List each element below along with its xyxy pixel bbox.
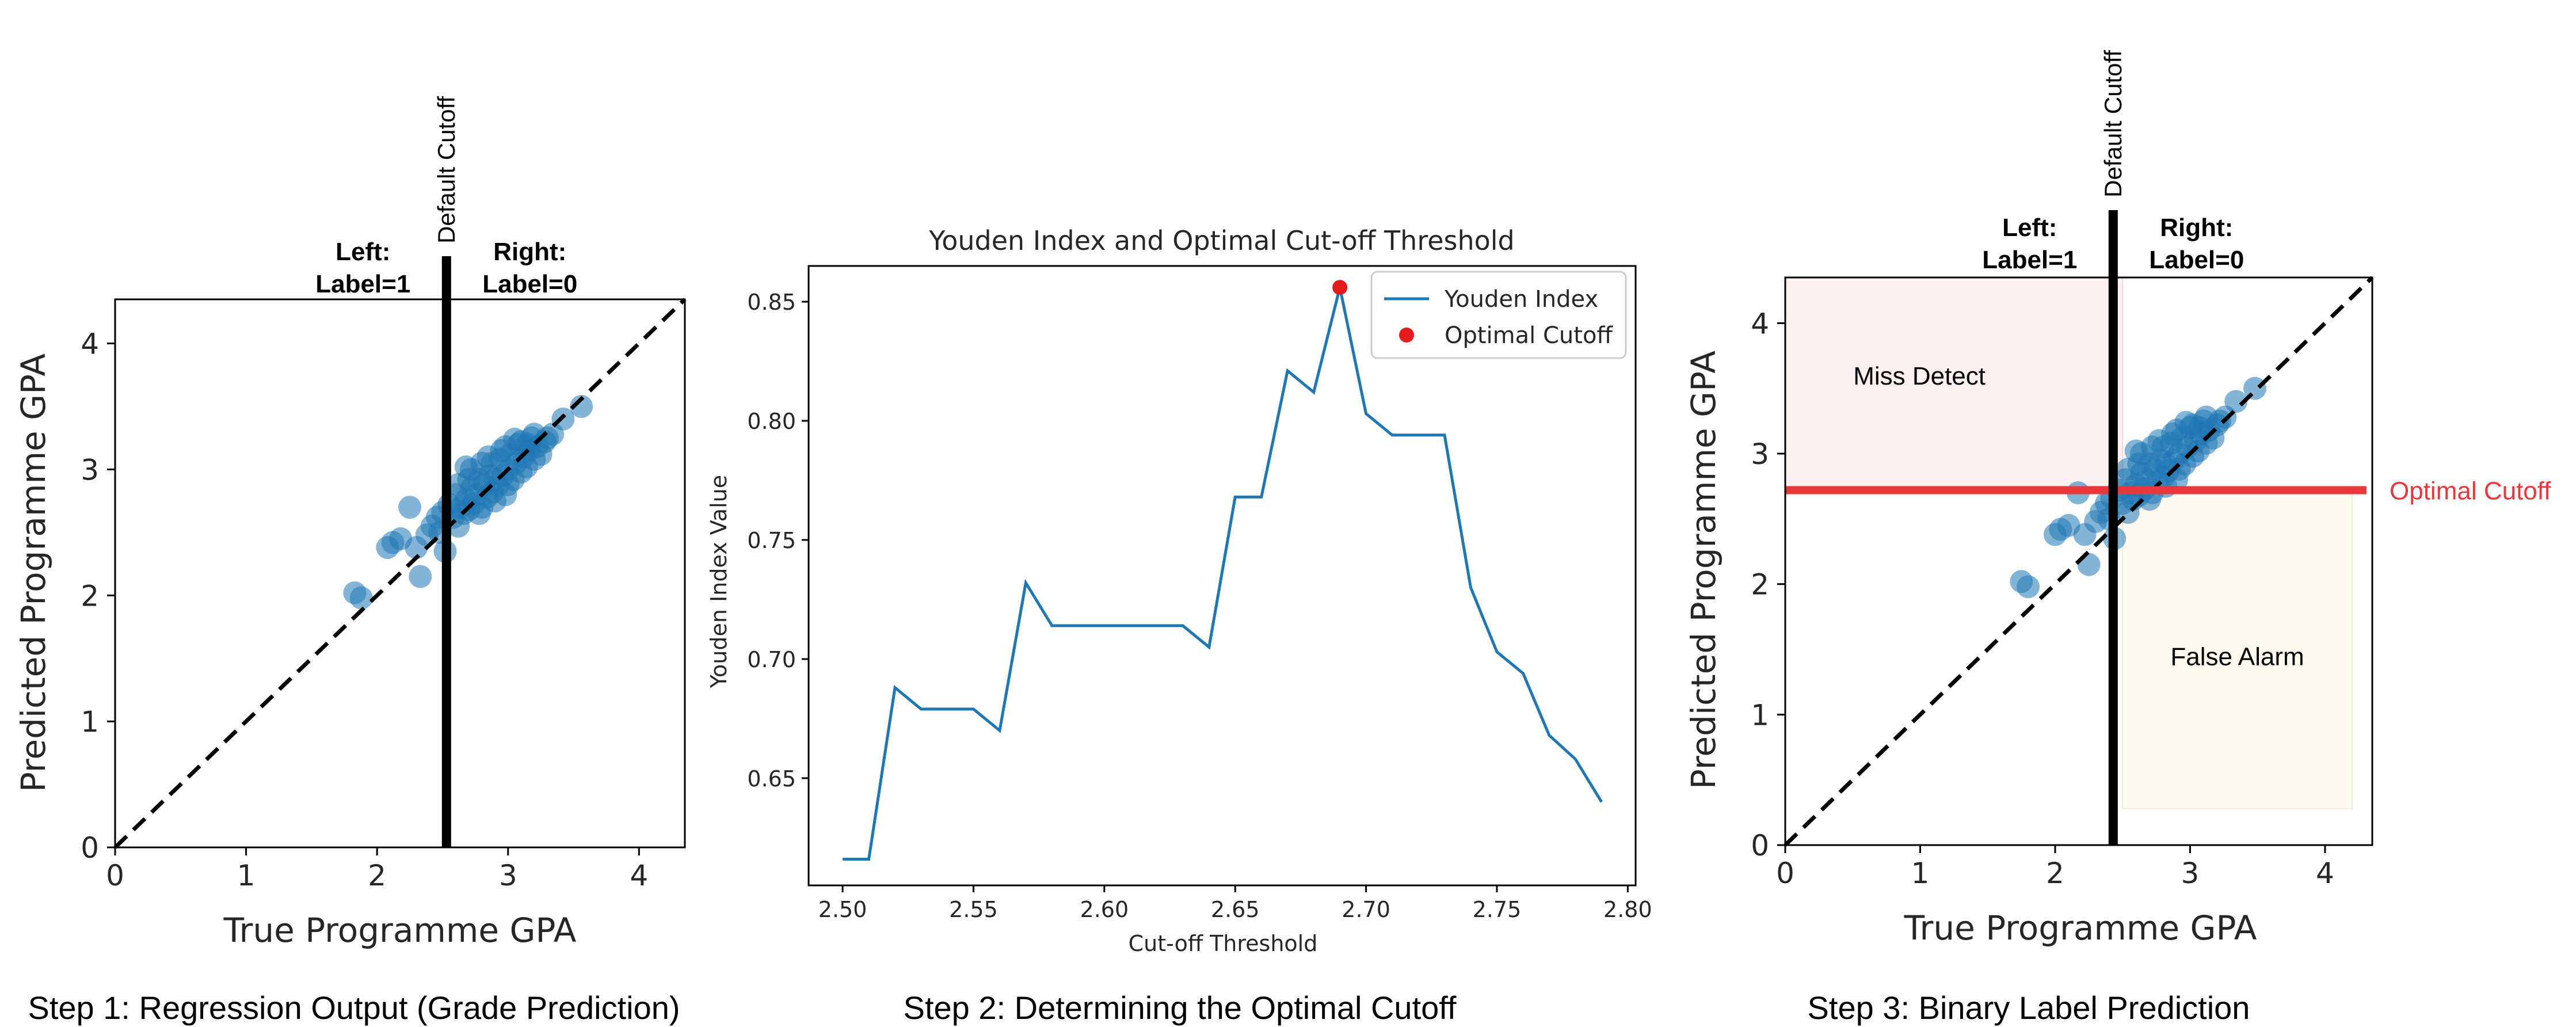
data-point	[496, 473, 520, 496]
panel-1-caption: Step 1: Regression Output (Grade Predict…	[28, 990, 680, 1026]
data-point	[457, 467, 481, 491]
x-tick-label: 3	[499, 859, 517, 892]
panel-3-right-annotation: Right: Label=0	[2149, 214, 2244, 274]
x-tick-label: 4	[2316, 857, 2334, 890]
y-tick-label: 1	[81, 705, 99, 739]
y-tick-label: 3	[81, 453, 99, 486]
x-tick-label: 2.60	[1080, 897, 1129, 922]
panel-1-x-axis-label: True Programme GPA	[223, 911, 577, 950]
annotation-line: Label=0	[482, 270, 577, 298]
annotation-line: Label=0	[2149, 246, 2244, 274]
panel-2-youden-line-chart: 2.50 2.55 2.60 2.65 2.70 2.75 2.80 0.65 0.70 0.75…	[706, 225, 1652, 1026]
annotation-line: Right:	[2160, 214, 2233, 242]
miss-detect-region	[1785, 277, 2124, 487]
panel-1-regression-scatter: 0 1 2 3 4 0 1 2 3 4 True Programme GPA Predicted …	[14, 96, 687, 1026]
x-tick-label: 0	[106, 859, 124, 892]
x-tick-label: 2.55	[949, 897, 998, 922]
annotation-line: Label=1	[315, 270, 410, 298]
y-tick-label: 0.70	[747, 647, 796, 672]
annotation-line: Right:	[493, 238, 566, 266]
youden-index-series-line	[843, 287, 1603, 861]
panel-1-ticks: 0 1 2 3 4 0 1 2 3 4	[81, 328, 648, 892]
panel-3-axes-frame	[1784, 276, 2373, 846]
false-alarm-label: False Alarm	[2170, 642, 2304, 671]
data-point	[570, 395, 593, 419]
panel-3-left-annotation: Left: Label=1	[1982, 214, 2077, 274]
x-tick-label: 2.75	[1473, 897, 1522, 922]
y-tick-label: 4	[1751, 307, 1769, 340]
y-tick-label: 0.65	[747, 766, 796, 792]
panel-3-caption: Step 3: Binary Label Prediction	[1808, 990, 2250, 1026]
panel-1-left-annotation: Left: Label=1	[315, 238, 410, 298]
data-point	[483, 489, 506, 513]
panel-3-diagonal-line	[1784, 276, 2374, 847]
panel-1-y-axis-label: Predicted Programme GPA	[14, 353, 53, 792]
data-point	[477, 445, 500, 469]
data-point	[2194, 405, 2218, 429]
y-tick-label: 1	[1751, 698, 1769, 732]
legend-box	[1370, 271, 1627, 359]
data-point	[467, 502, 491, 526]
x-tick-label: 2.70	[1342, 897, 1390, 922]
panel-2-x-axis-label: Cut-off Threshold	[1129, 931, 1318, 956]
data-point	[398, 496, 422, 519]
x-tick-label: 4	[630, 859, 648, 892]
annotation-line: Left:	[336, 238, 390, 266]
panel-2-axes-frame	[807, 265, 1637, 887]
panel-2-y-axis-label: Youden Index Value	[706, 475, 731, 689]
annotation-line: Label=1	[1982, 246, 2077, 274]
panel-3-binary-label-scatter: Miss Detect False Alarm 0 1 2 3 4 0 1 2 3 4 True …	[1684, 50, 2551, 1026]
y-tick-label: 3	[1751, 438, 1769, 471]
legend-dot-swatch	[1399, 328, 1414, 343]
x-tick-label: 2.50	[818, 897, 867, 922]
y-tick-label: 2	[81, 579, 99, 613]
x-tick-label: 2	[368, 859, 386, 892]
legend-entry-youden: Youden Index	[1444, 286, 1598, 313]
miss-detect-label: Miss Detect	[1853, 362, 1986, 390]
panel-3-y-axis-label: Predicted Programme GPA	[1684, 351, 1723, 789]
optimal-cutoff-point	[1332, 280, 1348, 295]
x-tick-label: 2.65	[1211, 897, 1260, 922]
panel-1-default-cutoff-label: Default Cutoff	[433, 96, 460, 244]
data-point	[409, 565, 432, 588]
y-tick-label: 0	[1751, 829, 1769, 862]
x-tick-label: 2	[2046, 857, 2064, 890]
annotation-line: Left:	[2002, 214, 2057, 242]
panel-2-title: Youden Index and Optimal Cut-off Thresho…	[928, 225, 1515, 256]
y-tick-label: 0.75	[747, 528, 796, 553]
y-tick-label: 0.85	[747, 290, 796, 315]
x-tick-label: 2.80	[1603, 897, 1652, 922]
x-tick-label: 1	[237, 859, 256, 892]
panel-1-points	[343, 395, 593, 610]
panel-1-axes-frame	[114, 298, 686, 849]
panel-1-diagonal-line	[113, 298, 687, 849]
y-tick-label: 0	[81, 831, 99, 865]
panel-3-default-cutoff-label: Default Cutoff	[2099, 50, 2127, 197]
panel-3-x-axis-label: True Programme GPA	[1904, 908, 2257, 948]
legend-entry-optimal: Optimal Cutoff	[1445, 322, 1613, 349]
data-point	[2017, 575, 2040, 599]
optimal-cutoff-label: Optimal Cutoff	[2390, 477, 2551, 505]
data-point	[2147, 429, 2171, 452]
data-point	[349, 586, 373, 610]
panel-2-ticks: 2.50 2.55 2.60 2.65 2.70 2.75 2.80 0.65 0.70 0.75…	[747, 290, 1652, 922]
x-tick-label: 1	[1911, 857, 1930, 890]
data-point	[2127, 452, 2151, 476]
x-tick-label: 3	[2181, 857, 2200, 890]
panel-1-right-annotation: Right: Label=0	[482, 238, 577, 298]
y-tick-label: 2	[1751, 568, 1769, 602]
panel-3-ticks: 0 1 2 3 4 0 1 2 3 4	[1751, 307, 2334, 890]
panel-2-legend: Youden Index Optimal Cutoff	[1370, 271, 1627, 359]
x-tick-label: 0	[1776, 857, 1794, 890]
data-point	[2167, 458, 2191, 481]
panel-2-caption: Step 2: Determining the Optimal Cutoff	[904, 990, 1457, 1026]
data-point	[2224, 390, 2248, 413]
y-tick-label: 4	[81, 328, 99, 361]
y-tick-label: 0.80	[747, 409, 796, 434]
